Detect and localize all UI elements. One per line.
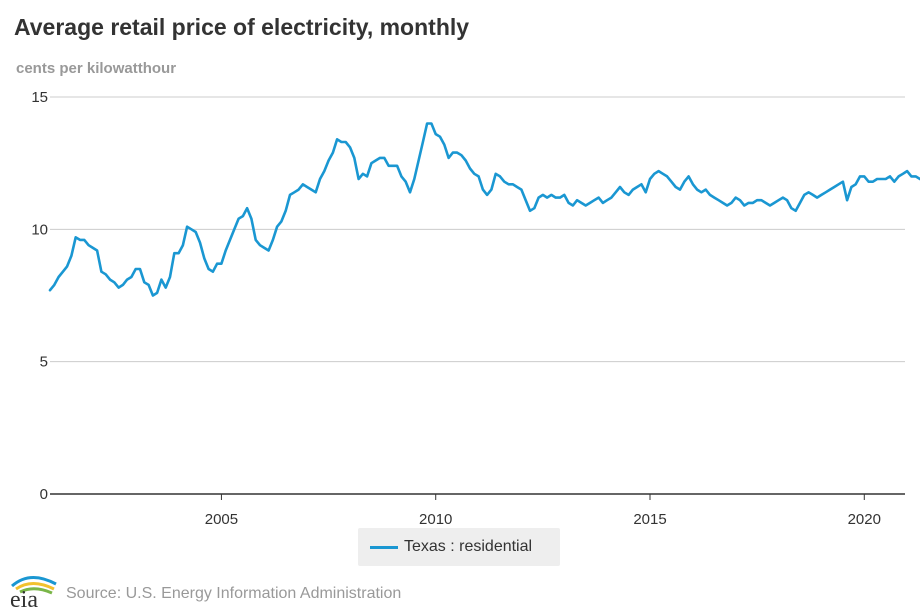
chart-title: Average retail price of electricity, mon…: [14, 14, 470, 40]
x-tick-label: 2020: [848, 511, 881, 528]
chart-subtitle: cents per kilowatthour: [16, 60, 177, 77]
eia-logo-text: eia: [10, 587, 38, 610]
legend[interactable]: Texas : residential: [358, 528, 560, 566]
x-tick-label: 2005: [205, 511, 238, 528]
x-tick-label: 2010: [419, 511, 452, 528]
legend-label: Texas : residential: [404, 538, 533, 555]
series-line: [48, 122, 920, 297]
y-tick-label: 10: [31, 221, 48, 238]
y-tick-label: 0: [40, 486, 48, 503]
source-note: Source: U.S. Energy Information Administ…: [66, 585, 402, 602]
x-tick-label: 2015: [633, 511, 666, 528]
eia-logo: eia: [10, 576, 57, 610]
y-tick-label: 5: [40, 354, 48, 371]
footer: eia Source: U.S. Energy Information Admi…: [0, 572, 920, 613]
y-tick-label: 15: [31, 89, 48, 106]
legend-swatch: [370, 545, 398, 549]
